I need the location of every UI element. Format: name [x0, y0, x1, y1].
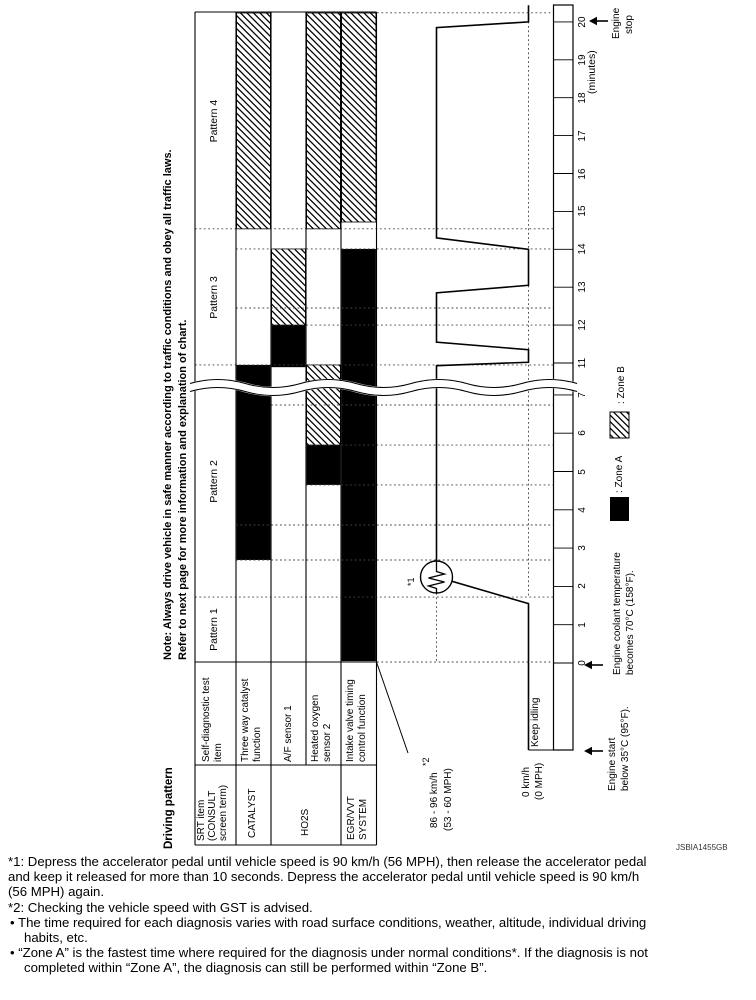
srt-header-line-2: (CONSULT: [207, 790, 218, 841]
catalyst-item-line-1: Three way catalyst: [240, 678, 251, 762]
engine-stop-line-2: stop: [624, 15, 635, 34]
time-ruler-layer: [552, 4, 574, 751]
pattern-label: Pattern 3: [208, 276, 220, 319]
time-tick-label: 15: [577, 205, 588, 217]
zone-a-segment: [341, 248, 376, 662]
time-tick-label: 3: [577, 545, 588, 551]
time-tick-label: 1: [577, 621, 588, 628]
egr-srt-line-2: SYSTEM: [358, 798, 369, 840]
ho2s-srt-label: HO2S: [300, 808, 311, 836]
egr-item-line-1: Intake valve timing: [345, 679, 356, 762]
af-sensor-item-label: A/F sensor 1: [283, 705, 294, 762]
gridlines-layer: [195, 12, 554, 663]
time-tick-label: 17: [577, 130, 588, 142]
pattern-label: Pattern 1: [208, 608, 220, 651]
footnote-line: completed within “Zone A”, the diagnosis…: [24, 960, 488, 976]
pattern-label: Pattern 4: [208, 99, 220, 143]
test-item-header-line-1: Self-diagnostic test: [201, 677, 212, 763]
egr-item-line-2: control function: [357, 694, 368, 762]
ho2s2-item-line-2: sensor 2: [322, 723, 333, 762]
time-tick-label: 6: [577, 430, 588, 436]
zero-speed-label-line-2: (0 MPH): [534, 762, 545, 800]
keep-idling-label: Keep idling: [530, 697, 541, 747]
annotation-marks-layer: [584, 16, 630, 756]
zone-a-swatch: [610, 497, 629, 521]
pointer-arrow-icon: [584, 660, 592, 670]
safety-note-line-1: Note: Always drive vehicle in safe manne…: [162, 149, 174, 660]
pattern-label: Pattern 2: [208, 460, 220, 503]
cruise-speed-label-line-1: 86 - 96 km/h: [429, 772, 440, 828]
zone-a-legend-label: : Zone A: [614, 455, 625, 493]
time-tick-label: 20: [577, 16, 588, 28]
zone-b-segment: [341, 12, 377, 223]
driving-pattern-label: Driving pattern: [163, 767, 175, 849]
catalyst-item-line-2: function: [252, 726, 263, 762]
coolant-note-line-1: Engine coolant temperature: [612, 552, 623, 675]
time-tick-label: 19: [577, 54, 588, 66]
zone-b-segment: [236, 12, 271, 230]
pointer-arrow-icon: [589, 16, 597, 26]
zone-b-segment: [306, 12, 341, 230]
time-tick-label: 0: [577, 660, 588, 666]
footnote-line: *2: Checking the vehicle speed with GST …: [8, 899, 313, 915]
coolant-note-line-2: becomes 70°C (158°F).: [625, 570, 636, 675]
axis-break-layer: [188, 378, 579, 397]
srt-header-line-3: screen term): [218, 784, 229, 841]
time-tick-label: 5: [577, 468, 588, 475]
time-tick-label: 12: [577, 319, 588, 331]
engine-stop-line-1: Engine: [611, 7, 622, 39]
safety-note-line-2: Refer to next page for more information …: [177, 319, 189, 660]
zigzag-icon: [426, 561, 447, 593]
footnote-line: habits, etc.: [24, 930, 88, 945]
speed-trace: [435, 5, 530, 750]
zone-b-segment: [271, 248, 306, 326]
maneuver-ref-label: *1: [406, 577, 416, 586]
zone-b-swatch: [609, 411, 630, 439]
time-tick-label: 11: [577, 357, 588, 369]
axis-break-mask: [188, 378, 579, 397]
pointer-arrow-icon: [584, 746, 592, 756]
axis-break-wave: [189, 386, 578, 397]
speed-trace-layer: [419, 5, 530, 750]
srt-header-line-1: SRT item: [196, 799, 207, 841]
time-tick-label: 13: [577, 281, 588, 293]
minutes-unit-label: (minutes): [586, 50, 598, 94]
engine-start-line-1: Engine start: [607, 737, 618, 791]
engine-start-line-2: below 35°C (95°F).: [620, 706, 631, 791]
scale-callout-line: [376, 661, 409, 754]
footnote-line: • The time required for each diagnosis v…: [10, 914, 647, 930]
catalyst-srt-label: CATALYST: [247, 788, 258, 838]
time-tick-label: 2: [577, 583, 588, 590]
time-ruler: [552, 4, 574, 751]
ho2s2-item-line-1: Heated oxygen: [310, 694, 321, 762]
footnote-line: *1: Depress the accelerator pedal until …: [8, 854, 647, 869]
time-tick-label: 14: [577, 243, 588, 255]
table-frame-layer: [194, 11, 554, 846]
test-item-header-line-2: item: [213, 743, 224, 762]
zone-b-legend-label: : Zone B: [616, 366, 627, 404]
zero-speed-label-line-1: 0 km/h: [521, 766, 532, 797]
time-tick-label: 7: [577, 392, 588, 398]
footnote-line: • “Zone A” is the fastest time where req…: [10, 945, 648, 961]
egr-srt-line-1: EGR/VVT: [346, 796, 357, 840]
zone-a-segment: [271, 325, 306, 368]
zone-a-segment: [306, 445, 341, 485]
time-tick-label: 16: [577, 167, 588, 180]
zone-a-segment: [236, 364, 271, 560]
footnote-line: (56 MPH) again.: [8, 884, 105, 900]
cruise-footnote-ref: *2: [421, 757, 431, 766]
footnote-line: and keep it released for more than 10 se…: [8, 869, 640, 885]
axis-break-wave: [189, 378, 578, 389]
figure-code: JSBIA1455GB: [676, 843, 728, 852]
time-tick-label: 18: [577, 92, 588, 104]
cruise-speed-label-line-2: (53 - 60 MPH): [443, 768, 454, 831]
time-tick-label: 4: [577, 507, 588, 513]
